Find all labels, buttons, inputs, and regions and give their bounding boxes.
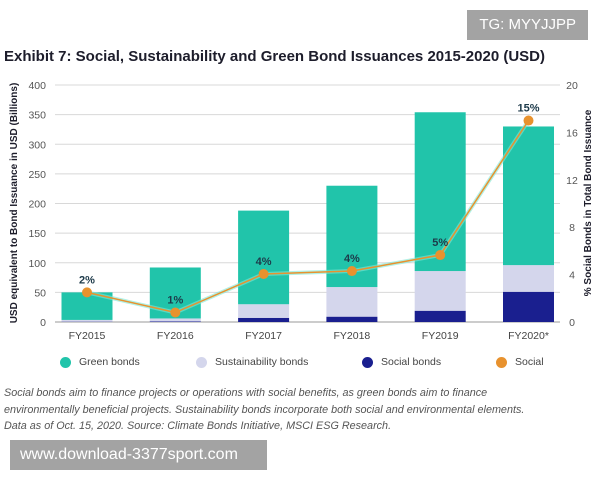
bar-social-bonds [149, 321, 201, 322]
social-data-label: 4% [256, 256, 272, 268]
bar-sustainability-bonds [414, 271, 466, 311]
x-tick-label: FY2020* [508, 330, 549, 342]
social-point [435, 250, 446, 261]
y-tick-label: 100 [28, 258, 46, 270]
social-data-label: 4% [344, 253, 360, 265]
y-tick-label: 200 [28, 199, 46, 211]
social-point [346, 266, 357, 277]
legend-item-social-bonds: Social bonds [362, 356, 441, 368]
y2-tick-label: 20 [566, 80, 578, 92]
x-tick-label: FY2017 [245, 330, 282, 342]
y2-tick-label: 12 [566, 175, 578, 187]
legend-item-sustainability: Sustainability bonds [196, 356, 308, 368]
legend-swatch-social [496, 356, 507, 368]
legend-item-green: Green bonds [60, 356, 140, 368]
legend-swatch-sustainability [196, 356, 207, 368]
x-tick-label: FY2019 [422, 330, 459, 342]
y-tick-label: 300 [28, 139, 46, 151]
social-data-label: 15% [517, 103, 539, 115]
bar-social-bonds [326, 316, 378, 322]
bar-sustainability-bonds [61, 319, 113, 322]
social-line [86, 120, 530, 314]
y-tick-label: 50 [34, 287, 46, 299]
legend-label: Social bonds [381, 356, 442, 368]
social-point [258, 269, 269, 280]
bar-social-bonds [238, 317, 290, 322]
y-tick-label: 150 [28, 228, 46, 240]
social-data-label: 5% [432, 237, 448, 249]
y-tick-label: 400 [28, 80, 46, 92]
y2-tick-label: 0 [569, 317, 575, 329]
y2-tick-label: 8 [569, 222, 575, 234]
social-data-label: 1% [167, 295, 183, 307]
watermark-top: TG: MYYJJPP [467, 10, 588, 40]
watermark-bottom: www.download-3377sport.com [10, 440, 267, 470]
bar-green-bonds [238, 210, 290, 305]
legend-swatch-social-bonds [362, 356, 373, 368]
legend-item-social: Social [496, 356, 544, 368]
y-tick-label: 0 [40, 317, 46, 329]
caption: Social bonds aim to finance projects or … [4, 387, 525, 432]
bar-sustainability-bonds [326, 287, 378, 317]
bar-sustainability-bonds [238, 304, 290, 318]
social-point [523, 115, 534, 126]
social-point [82, 287, 92, 298]
social-point [170, 307, 181, 318]
legend-label: Green bonds [79, 356, 140, 368]
bar-green-bonds [414, 112, 466, 272]
y-tick-label: 350 [28, 110, 46, 122]
y2-tick-label: 4 [569, 270, 575, 282]
social-data-label: 2% [79, 274, 95, 286]
bar-sustainability-bonds [149, 318, 201, 322]
y2-axis-label: % Social Bonds in Total Bond Issuance [583, 109, 594, 296]
bar-sustainability-bonds [503, 265, 554, 292]
legend-label: Sustainability bonds [215, 356, 309, 368]
y2-tick-label: 16 [566, 127, 578, 139]
y-axis-label: USD equivalent to Bond Issuance in USD (… [9, 83, 20, 324]
bar-social-bonds [503, 291, 554, 322]
legend-label: Social [515, 356, 544, 368]
x-tick-label: FY2015 [69, 330, 106, 342]
x-tick-label: FY2016 [157, 330, 194, 342]
legend-swatch-green [60, 356, 71, 368]
y-tick-label: 250 [28, 169, 46, 181]
bar-social-bonds [414, 310, 466, 322]
chart-title: Exhibit 7: Social, Sustainability and Gr… [4, 48, 546, 65]
chart-svg: 0 50 100 150 200 250 300 350 400 0 4 8 12 16 20 USD equ… [9, 80, 594, 342]
x-tick-label: FY2018 [334, 330, 371, 342]
legend: Green bonds Sustainability bonds Social … [0, 356, 600, 372]
